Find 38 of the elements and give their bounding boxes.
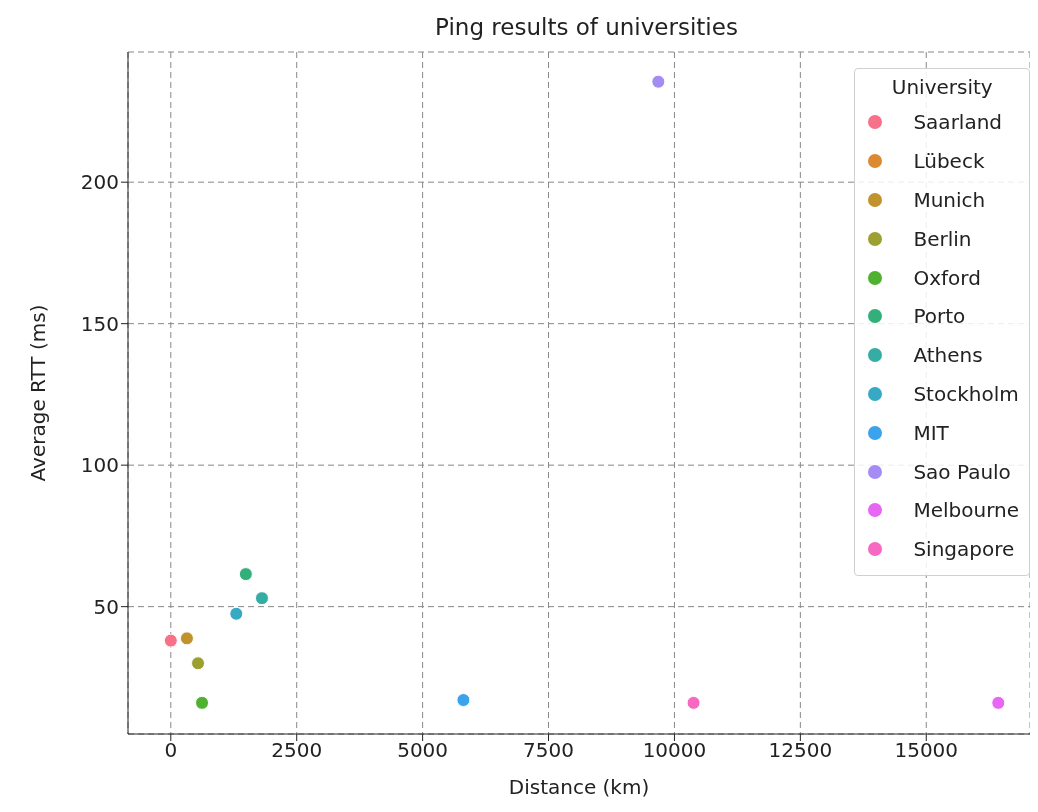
y-tick-label: 150 <box>80 311 119 336</box>
x-axis-title: Distance (km) <box>508 775 650 799</box>
y-tick-label: 50 <box>93 594 119 619</box>
point <box>179 631 194 646</box>
y-tick-label: 200 <box>80 170 119 195</box>
legend-label: Lübeck <box>913 149 985 174</box>
point <box>991 695 1006 710</box>
y-tick-label: 100 <box>80 453 119 478</box>
x-tick-label: 0 <box>164 738 178 763</box>
x-tick-label: 10000 <box>642 738 707 763</box>
x-tick-label: 12500 <box>768 738 833 763</box>
point <box>163 633 178 648</box>
point <box>254 591 269 606</box>
legend-label: Berlin <box>913 226 972 251</box>
legend-label: Sao Paulo <box>913 459 1011 484</box>
legend-title: University <box>890 75 994 99</box>
x-tick-label: 2500 <box>271 738 323 763</box>
legend-label: Munich <box>913 187 986 212</box>
legend-label: Saarland <box>913 110 1003 135</box>
legend-label: Stockholm <box>913 381 1019 406</box>
x-tick-label: 15000 <box>894 738 959 763</box>
x-tick-label: 5000 <box>397 738 449 763</box>
point <box>651 74 666 89</box>
point <box>229 606 244 621</box>
point <box>686 695 701 710</box>
point <box>195 695 210 710</box>
legend-label: Athens <box>913 343 983 368</box>
point <box>191 656 205 671</box>
chart-title: Ping results of universities <box>434 14 739 40</box>
legend-label: Oxford <box>913 265 981 290</box>
point <box>456 693 471 708</box>
x-tick-label: 7500 <box>523 738 574 763</box>
y-axis-title: Average RTT (ms) <box>26 304 51 482</box>
legend-label: Melbourne <box>913 498 1019 523</box>
legend-label: Porto <box>913 304 966 329</box>
legend-label: Singapore <box>913 537 1015 562</box>
point <box>238 567 253 582</box>
legend-label: MIT <box>913 420 949 445</box>
